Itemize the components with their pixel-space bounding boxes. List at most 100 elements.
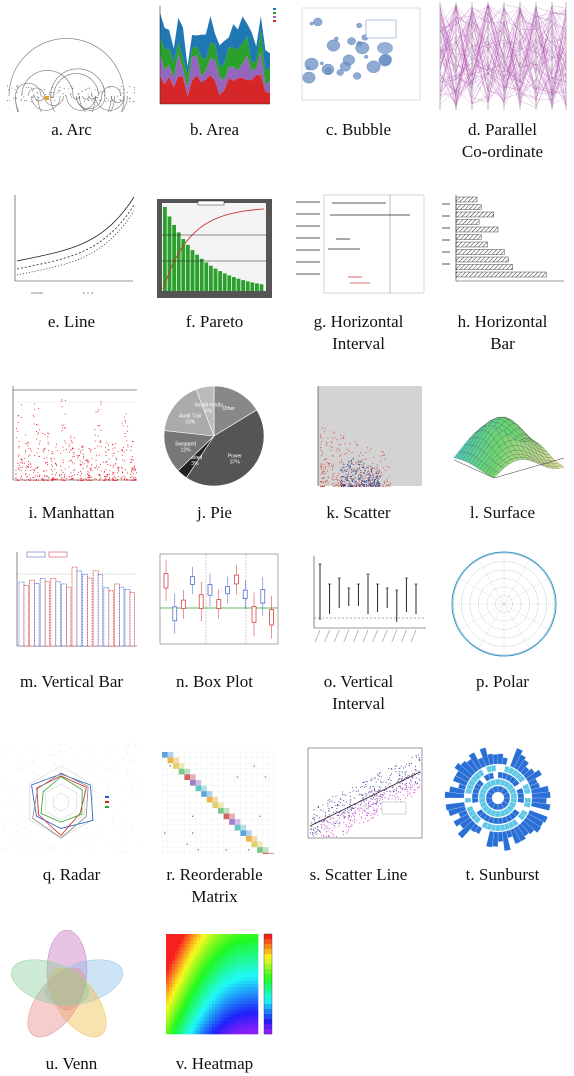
heatmap-cell: [215, 1017, 219, 1021]
heatmap-cell: [169, 964, 173, 968]
background-point: [95, 796, 97, 797]
heatmap-cell: [205, 957, 210, 961]
heatmap-cell: [245, 1017, 250, 1021]
heatmap-cell: [184, 1007, 188, 1011]
scatter-point: [345, 485, 347, 487]
heatmap-cell: [221, 1027, 225, 1031]
heatmap-cell: [245, 944, 250, 948]
manhattan-point: [47, 432, 49, 434]
matrix-dot: [253, 765, 255, 767]
manhattan-point: [32, 468, 34, 470]
arc-node: [99, 99, 101, 101]
pareto-line: [162, 208, 265, 290]
heatmap-cell: [196, 947, 201, 951]
scatter-point: [389, 785, 391, 787]
heatmap-cell: [190, 994, 194, 998]
heatmap-cell: [202, 1027, 207, 1031]
scatter-point: [343, 811, 345, 813]
scatter-point: [356, 472, 358, 474]
heatmap-cell: [202, 990, 207, 995]
scatter-point: [380, 789, 381, 791]
manhattan-point: [112, 471, 114, 473]
arc-node: [36, 100, 38, 102]
scatter-point: [311, 822, 313, 824]
scatter-point: [376, 481, 378, 483]
bubble-chart: [290, 0, 427, 112]
heatmap-cell: [169, 934, 173, 938]
scatter-point: [310, 829, 312, 831]
heatmap-cell: [169, 1014, 173, 1018]
manhattan-point: [131, 456, 133, 458]
background-point: [55, 820, 57, 822]
manhattan-point: [88, 448, 90, 449]
scatter-point: [333, 821, 335, 823]
sunburst-segment: [517, 792, 525, 799]
tick-label: [381, 629, 388, 643]
background-point: [131, 753, 133, 755]
sunburst-segment: [523, 801, 531, 808]
manhattan-point: [79, 460, 81, 462]
scatter-point: [386, 790, 388, 792]
background-point: [39, 821, 41, 822]
scatter-point: [328, 807, 330, 809]
scatter-point: [346, 480, 348, 482]
polar-spoke: [458, 603, 505, 631]
arc-node: [57, 92, 59, 94]
scatter-point: [347, 808, 349, 810]
background-point: [52, 847, 53, 849]
scatter-point: [360, 802, 362, 804]
manhattan-point: [130, 479, 132, 481]
scatter-point: [315, 832, 317, 833]
heatmap-cell: [221, 987, 225, 991]
manhattan-point: [121, 422, 123, 424]
scatter-point: [418, 774, 419, 776]
manhattan-point: [135, 477, 137, 479]
manhattan-point: [21, 478, 23, 480]
heatmap-cell: [205, 994, 210, 998]
pareto-bar: [255, 283, 259, 291]
heatmap-cell: [233, 1027, 237, 1031]
heatmap-cell: [178, 1024, 182, 1028]
manhattan-point: [86, 465, 88, 467]
heatmap-cell: [242, 1030, 247, 1035]
scatter-point: [340, 470, 342, 472]
heatmap-cell: [248, 954, 253, 958]
scatter-point: [357, 468, 359, 469]
manhattan-point: [51, 473, 53, 475]
heatmap-cell: [233, 1004, 237, 1008]
caption-heatmap: v. Heatmap: [175, 1054, 254, 1073]
manhattan-point: [61, 469, 63, 471]
heatmap-cell: [208, 950, 213, 955]
heatmap-cell: [224, 977, 228, 981]
scatter-point: [331, 807, 333, 809]
heatmap-chart: [146, 930, 283, 1042]
heatmap-cell: [178, 1027, 182, 1031]
scatter-point: [369, 482, 371, 484]
manhattan-point: [97, 445, 99, 447]
manhattan-point: [32, 414, 34, 416]
scatter-point: [356, 790, 358, 792]
scatter-point: [370, 468, 372, 470]
scatter-point: [351, 807, 353, 809]
heatmap-cell: [184, 1024, 188, 1028]
scatter-point: [377, 483, 379, 485]
scatter-point: [331, 441, 333, 443]
heatmap-cell: [227, 1030, 231, 1035]
scatter-point: [381, 451, 383, 453]
sunburst-segment: [479, 747, 490, 767]
scatter-point: [384, 793, 386, 795]
radar-grid: [45, 783, 77, 821]
scatter-point: [328, 835, 330, 836]
scatter-point: [327, 437, 329, 439]
manhattan-point: [18, 454, 20, 456]
scatter-point: [322, 471, 324, 473]
scatter-point: [370, 476, 372, 478]
heatmap-cell: [221, 957, 225, 961]
background-point: [60, 830, 62, 832]
heatmap-cell: [215, 970, 219, 975]
scatter-point: [362, 795, 364, 796]
heatmap-cell: [193, 1030, 197, 1035]
manhattan-point: [61, 430, 63, 432]
scatter-point: [416, 783, 418, 785]
manhattan-point: [25, 473, 27, 474]
